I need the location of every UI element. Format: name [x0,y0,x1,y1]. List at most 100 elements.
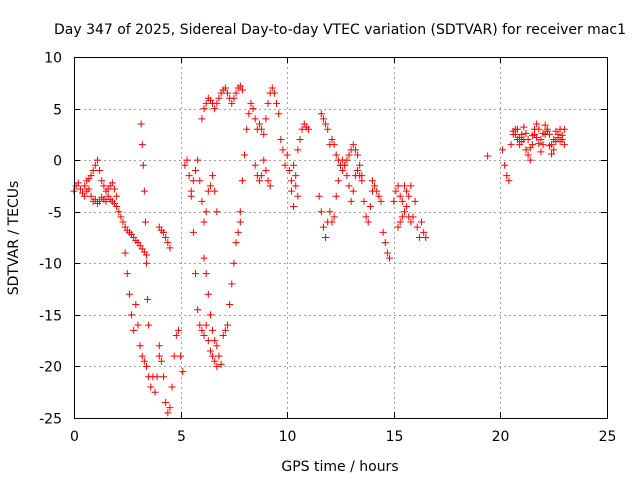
data-point [539,141,547,149]
data-point [522,129,530,137]
data-point [349,187,357,195]
data-point [556,138,564,146]
data-point [228,280,236,288]
data-point [411,197,419,205]
data-point [305,125,313,133]
y-tick-label: -5 [48,206,62,222]
data-point [322,234,330,241]
data-series-arc-v [499,120,568,185]
y-tick-label: -25 [39,412,62,428]
data-point [347,197,355,205]
data-point [221,84,229,92]
data-series-arc-i [200,254,225,368]
data-series-arc-r [379,228,394,262]
data-point [383,249,391,257]
data-point [373,187,381,195]
data-point [332,151,340,159]
data-series-arc-j [219,218,244,339]
data-series-arc-d [137,120,153,329]
data-point [260,156,268,164]
data-point [394,223,402,231]
data-point [415,234,423,241]
data-point [328,136,336,144]
data-point [209,352,217,360]
data-point [202,208,210,216]
data-point [247,99,255,107]
data-point [153,373,161,381]
data-point [155,342,163,350]
data-point [196,321,204,329]
data-point [200,218,208,226]
data-point [211,337,219,345]
data-series-arc-k [198,82,246,123]
data-series-arc-m [251,156,274,190]
data-point [292,182,300,190]
data-point [319,115,327,123]
data-point [202,270,210,278]
data-point [213,208,221,216]
data-point [142,251,150,259]
data-point [533,133,541,141]
data-point [194,156,202,164]
data-point [484,152,492,160]
data-point [386,254,394,262]
data-point [358,172,366,180]
data-point [409,213,417,221]
data-point [524,136,532,144]
data-point [526,144,534,152]
data-point [400,182,408,190]
data-point [93,156,101,164]
data-series-arc-h [187,156,221,226]
data-point [507,141,515,149]
data-point [379,228,387,236]
data-point [115,208,123,216]
data-point [138,352,146,360]
data-point [160,228,168,236]
data-point [192,166,200,174]
data-point [204,290,212,298]
data-point [121,249,129,257]
data-point [541,121,549,129]
data-point [136,342,144,350]
data-point [287,177,295,185]
data-point [166,404,174,412]
data-point [200,254,208,262]
data-point [319,223,327,231]
data-point [194,306,202,314]
data-point [349,141,357,149]
data-point [377,197,385,205]
data-series-arc-a [70,179,150,259]
data-point [537,136,545,144]
data-point [224,89,232,97]
data-point [204,187,212,195]
data-point [287,187,295,195]
data-point [264,99,272,107]
data-point [138,141,146,149]
data-point [294,192,302,200]
data-point [345,182,353,190]
data-series-arc-u [484,152,492,160]
data-point [81,192,89,200]
data-point [262,115,270,123]
data-point [230,94,238,102]
data-point [206,311,214,319]
data-point [157,357,165,365]
y-tick-label: 0 [53,154,62,170]
data-point [413,223,421,231]
data-point [339,166,347,174]
data-point [317,110,325,118]
data-series-arc-f [155,223,174,252]
data-point [151,388,159,396]
data-point [189,228,197,236]
data-point [224,321,232,329]
data-series-arc-l [236,84,313,216]
data-point [215,352,223,360]
data-point [91,161,99,169]
data-point [140,357,148,365]
y-tick-label: -15 [39,309,62,325]
data-point [362,213,370,221]
data-point [187,187,195,195]
y-axis-label: SDTVAR / TECUs [6,181,22,296]
data-point [258,172,266,180]
data-point [258,125,266,133]
